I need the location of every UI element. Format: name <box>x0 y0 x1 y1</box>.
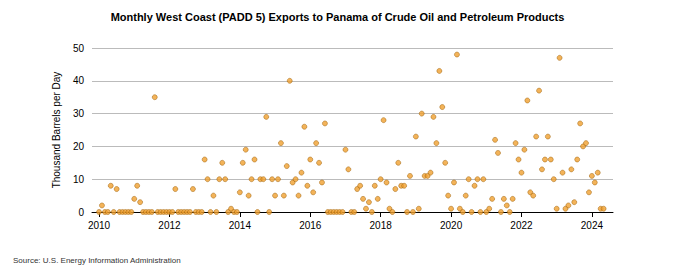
svg-text:50: 50 <box>73 43 85 54</box>
svg-text:2022: 2022 <box>510 220 533 231</box>
svg-text:20: 20 <box>73 141 85 152</box>
svg-text:2010: 2010 <box>88 220 111 231</box>
svg-text:40: 40 <box>73 75 85 86</box>
svg-text:0: 0 <box>78 207 84 218</box>
svg-text:2012: 2012 <box>158 220 181 231</box>
svg-text:Thousand Barrels per Day: Thousand Barrels per Day <box>51 72 62 189</box>
svg-text:30: 30 <box>73 108 85 119</box>
svg-text:Source: U.S. Energy Informatio: Source: U.S. Energy Information Administ… <box>13 256 181 265</box>
svg-text:2016: 2016 <box>299 220 322 231</box>
svg-text:2014: 2014 <box>229 220 252 231</box>
svg-text:2020: 2020 <box>440 220 463 231</box>
svg-text:2024: 2024 <box>581 220 604 231</box>
svg-text:2018: 2018 <box>370 220 393 231</box>
svg-text:10: 10 <box>73 174 85 185</box>
svg-text:Monthly West Coast (PADD 5) Ex: Monthly West Coast (PADD 5) Exports to P… <box>111 11 565 23</box>
